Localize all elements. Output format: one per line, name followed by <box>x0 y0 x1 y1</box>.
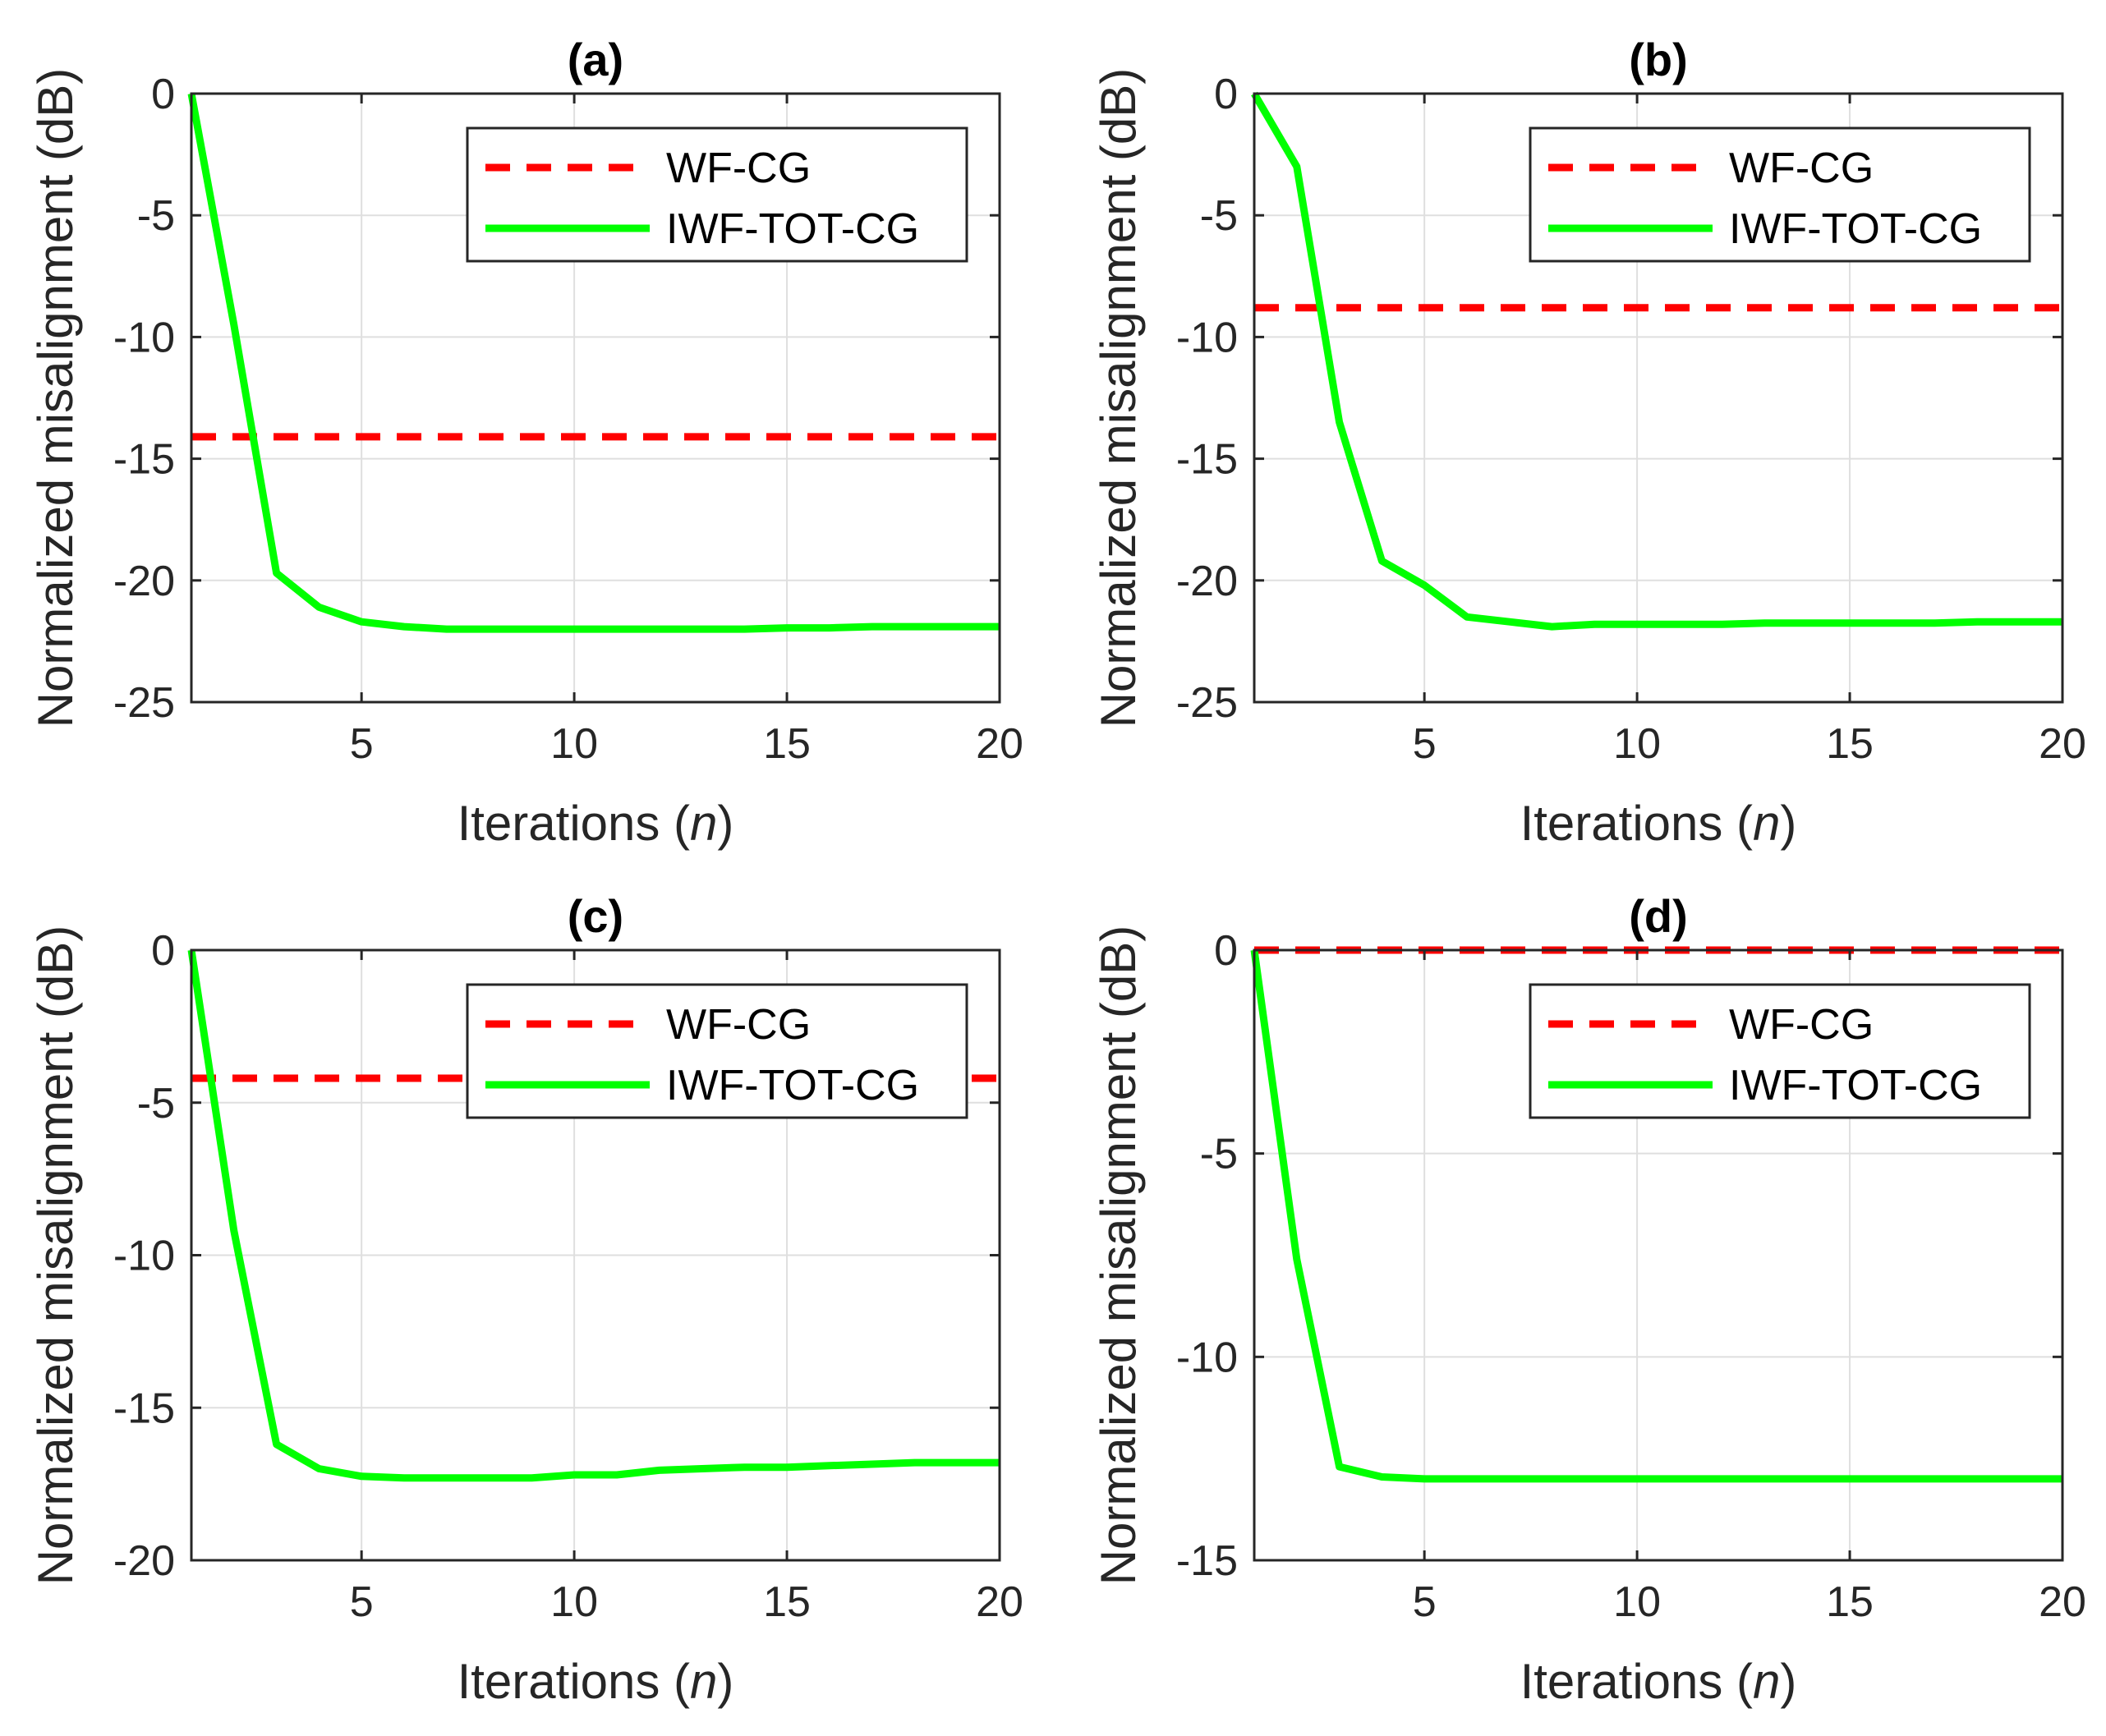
axes-frame <box>1253 948 2064 1562</box>
y-axis-label: Normalized misalignment (dB) <box>1091 68 1146 728</box>
legend: WF-CG IWF-TOT-CG <box>466 983 968 1119</box>
x-tick-label: 20 <box>2039 720 2086 768</box>
chart-panel-b: 5 10 15 20 0 -5 -10 -15 -20 -25 (b) Iterations (n) N… <box>1091 34 2086 851</box>
legend-label: IWF-TOT-CG <box>666 1062 919 1109</box>
x-tick-label: 10 <box>550 720 598 768</box>
y-tick-label: -5 <box>1200 192 1238 240</box>
y-tick-label: -25 <box>113 679 175 727</box>
chart-panel-a: 5 10 15 20 0 -5 -10 -15 -20 -25 (a) Iterations (n) N… <box>28 34 1023 851</box>
y-tick-label: -15 <box>113 436 175 484</box>
x-tick-label: 5 <box>350 1578 374 1626</box>
y-tick-label: -20 <box>113 1537 175 1585</box>
legend: WF-CG IWF-TOT-CG <box>466 126 968 263</box>
chart-title: (b) <box>1629 34 1688 85</box>
x-tick-label: 5 <box>350 720 374 768</box>
x-tick-label: 10 <box>1613 1578 1661 1626</box>
y-tick-label: 0 <box>1214 71 1238 118</box>
x-axis-label: Iterations (n) <box>458 796 734 851</box>
y-tick-label: -10 <box>1176 1334 1238 1381</box>
y-axis-label: Normalized misalignment (dB) <box>1091 925 1146 1586</box>
y-tick-label: 0 <box>151 71 175 118</box>
x-axis-label: Iterations (n) <box>1520 1654 1797 1709</box>
x-tick-label: 20 <box>976 1578 1023 1626</box>
y-tick-label: 0 <box>151 927 175 975</box>
y-tick-label: -15 <box>1176 1537 1238 1585</box>
y-tick-label: -5 <box>1200 1131 1238 1178</box>
axes-frame <box>190 92 1001 704</box>
y-tick-label: -10 <box>1176 314 1238 361</box>
x-axis-label: Iterations (n) <box>1520 796 1797 851</box>
y-tick-label: -15 <box>113 1385 175 1432</box>
x-axis-label: Iterations (n) <box>458 1654 734 1709</box>
x-tick-label: 15 <box>763 720 811 768</box>
y-tick-label: -10 <box>113 314 175 361</box>
y-tick-label: -25 <box>1176 679 1238 727</box>
legend-box <box>466 983 968 1119</box>
x-tick-label: 5 <box>1413 720 1437 768</box>
series-line-iwf-tot-cg <box>187 949 1000 1482</box>
legend: WF-CG IWF-TOT-CG <box>1529 126 2031 263</box>
x-tick-label: 20 <box>2039 1578 2086 1626</box>
legend: WF-CG IWF-TOT-CG <box>1529 983 2031 1119</box>
y-tick-label: -20 <box>1176 558 1238 605</box>
y-tick-label: -10 <box>113 1233 175 1280</box>
axes-frame <box>1253 92 2064 704</box>
x-tick-label: 5 <box>1413 1578 1437 1626</box>
chart-title: (a) <box>568 34 623 85</box>
series-line-iwf-tot-cg <box>1251 91 2062 631</box>
y-tick-label: -20 <box>113 558 175 605</box>
x-tick-label: 20 <box>976 720 1023 768</box>
chart-panel-c: 5 10 15 20 0 -5 -10 -15 -20 (c) Iterations (n) Norm… <box>28 890 1023 1709</box>
y-tick-label: -5 <box>137 192 175 240</box>
legend-label: IWF-TOT-CG <box>1729 205 1982 253</box>
legend-label: WF-CG <box>1729 1001 1874 1049</box>
legend-label: WF-CG <box>666 1001 811 1049</box>
x-tick-label: 15 <box>1826 720 1874 768</box>
x-tick-label: 10 <box>1613 720 1661 768</box>
chart-title: (c) <box>568 890 623 942</box>
legend-box <box>1529 126 2031 263</box>
legend-label: WF-CG <box>666 145 811 192</box>
legend-box <box>466 126 968 263</box>
series-line-iwf-tot-cg <box>187 93 1000 633</box>
y-tick-label: 0 <box>1214 927 1238 975</box>
series-line-iwf-tot-cg <box>1250 949 2062 1483</box>
y-axis-label: Normalized misalignment (dB) <box>28 68 83 728</box>
y-tick-label: -5 <box>137 1080 175 1127</box>
legend-label: IWF-TOT-CG <box>666 205 919 253</box>
legend-label: IWF-TOT-CG <box>1729 1062 1982 1109</box>
y-tick-label: -15 <box>1176 436 1238 484</box>
legend-box <box>1529 983 2031 1119</box>
legend-label: WF-CG <box>1729 145 1874 192</box>
x-tick-label: 15 <box>763 1578 811 1626</box>
chart-panel-d: 5 10 15 20 0 -5 -10 -15 (d) Iterations (n) Normali… <box>1091 890 2086 1709</box>
x-tick-label: 10 <box>550 1578 598 1626</box>
chart-title: (d) <box>1629 890 1688 942</box>
y-axis-label: Normalized misalignment (dB) <box>28 925 83 1586</box>
x-tick-label: 15 <box>1826 1578 1874 1626</box>
